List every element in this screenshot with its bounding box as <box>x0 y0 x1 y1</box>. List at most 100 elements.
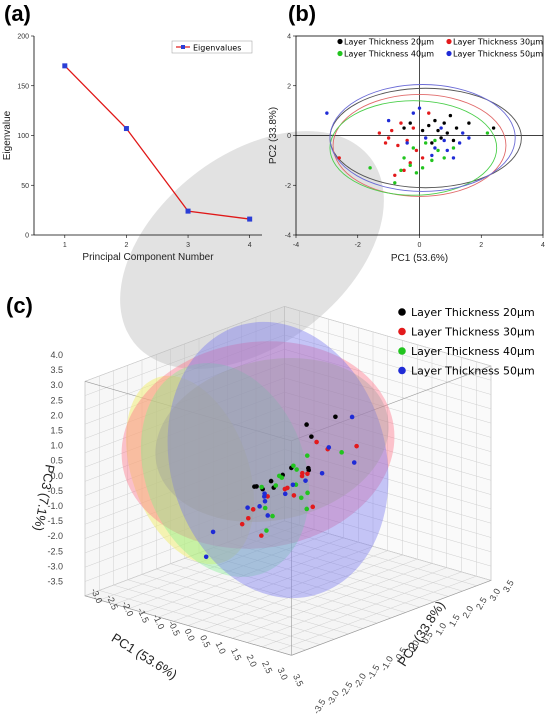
c-pc1-tick-label: 2.0 <box>245 653 259 669</box>
b-point-blue <box>457 141 462 145</box>
b-point-red <box>377 131 382 135</box>
b-point-black <box>467 121 471 125</box>
a-y-tick-label: 200 <box>17 34 29 41</box>
c-point-green <box>304 453 310 458</box>
c-point-red <box>265 494 270 499</box>
b-point-black <box>420 128 425 133</box>
c-grid-line <box>284 434 492 495</box>
b-point-green <box>393 181 397 185</box>
a-legend-marker <box>181 45 185 49</box>
b-point-black <box>430 141 434 145</box>
c-grid-line <box>232 563 433 639</box>
c-point-blue <box>210 529 216 535</box>
c-point-blue <box>262 499 268 504</box>
c-confidence-ellipsoid-overlap <box>155 357 389 523</box>
b-point-black <box>442 121 446 125</box>
b-point-red <box>414 148 419 153</box>
b-point-red <box>408 161 412 165</box>
c-pc3-tick-label: 2.5 <box>50 395 63 405</box>
b-point-black <box>427 123 431 128</box>
b-point-green <box>411 146 416 150</box>
c-legend-label-green: Layer Thickness 40μm <box>411 345 535 358</box>
b-point-black <box>451 138 456 143</box>
a-y-tick-label: 50 <box>21 183 29 190</box>
b-point-green <box>485 131 490 135</box>
b-point-blue <box>442 138 446 143</box>
b-point-blue <box>430 153 434 158</box>
c-grid-line <box>284 492 492 553</box>
b-legend-marker-black <box>337 38 343 45</box>
c-grid-line <box>284 406 492 467</box>
b-point-blue <box>411 111 416 115</box>
c-x-axis-label: PC1 (53.6%) <box>109 630 180 682</box>
c-point-green <box>270 513 275 519</box>
b-confidence-ellipse-blue <box>329 84 516 192</box>
b-point-green <box>436 148 440 153</box>
c-point-blue <box>262 491 267 496</box>
c-point-blue <box>290 482 296 488</box>
b-point-blue <box>386 118 391 123</box>
c-grid-line <box>276 575 477 652</box>
c-point-red <box>239 521 245 527</box>
c-pc1-tick-label: 3.5 <box>291 672 305 688</box>
b-point-black <box>445 131 449 135</box>
b-point-red <box>390 128 394 133</box>
a-data-point <box>123 126 129 132</box>
c-point-blue <box>257 504 262 509</box>
c-grid-line <box>173 546 374 622</box>
c-point-green <box>262 505 268 511</box>
a-series-line <box>64 65 250 220</box>
c-point-black <box>304 422 309 427</box>
a-data-point <box>247 216 253 222</box>
b-point-blue <box>439 126 443 130</box>
b-point-black <box>439 136 443 140</box>
b-point-red <box>396 143 400 148</box>
b-legend-marker-blue <box>446 50 452 57</box>
c-frame-edge <box>84 595 292 656</box>
c-grid-line <box>202 554 403 631</box>
a-y-axis-label: Eigenvalue <box>2 110 13 160</box>
b-x-tick-label: 2 <box>479 242 483 249</box>
b-y-tick-label: 4 <box>287 34 291 41</box>
c-point-red <box>314 439 319 445</box>
c-legend-label-black: Layer Thickness 20μm <box>411 306 535 319</box>
c-point-green <box>259 484 264 490</box>
c-pc3-tick-label: 2.0 <box>50 410 63 420</box>
c-pc1-tick-label: 1.0 <box>214 640 228 656</box>
c-confidence-ellipsoid-red <box>121 341 395 549</box>
c-pc3-tick-label: -0.5 <box>47 486 63 496</box>
c-legend-label-red: Layer Thickness 30μm <box>411 326 535 339</box>
c-point-black <box>268 478 274 484</box>
c-grid-line <box>247 567 447 643</box>
c-pc3-tick-label: 0.0 <box>50 471 63 481</box>
c-grid-line <box>84 520 285 597</box>
c-point-green <box>304 506 310 512</box>
b-point-black <box>408 121 412 125</box>
b-legend-marker-green <box>337 50 343 57</box>
c-grid-line <box>143 537 344 614</box>
b-point-black <box>491 126 496 130</box>
c-point-blue <box>319 470 325 476</box>
c-pc3-tick-label: -2.0 <box>47 531 63 541</box>
b-point-red <box>405 138 409 143</box>
c-point-red <box>246 515 251 521</box>
b-y-axis-label: PC2 (33.8%) <box>268 107 279 164</box>
b-point-green <box>414 171 419 175</box>
c-frame-edge <box>291 580 492 656</box>
c-pc3-tick-label: -1.0 <box>47 501 63 511</box>
a-x-tick-label: 1 <box>63 242 67 249</box>
c-point-green <box>264 528 269 533</box>
c-confidence-ellipsoid-green <box>140 363 310 577</box>
b-legend-label-blue: Layer Thickness 50μm <box>453 50 543 59</box>
b-y-tick-label: 2 <box>287 83 291 90</box>
b-point-green <box>451 146 456 150</box>
c-pc2-tick-label: 3.5 <box>501 578 516 594</box>
b-point-green <box>420 166 425 170</box>
c-confidence-ellipsoid-black <box>120 131 384 369</box>
c-grid-line <box>129 533 329 609</box>
c-point-red <box>299 473 305 479</box>
b-point-black <box>433 118 437 123</box>
c-point-blue <box>303 478 308 483</box>
b-point-green <box>442 156 446 160</box>
